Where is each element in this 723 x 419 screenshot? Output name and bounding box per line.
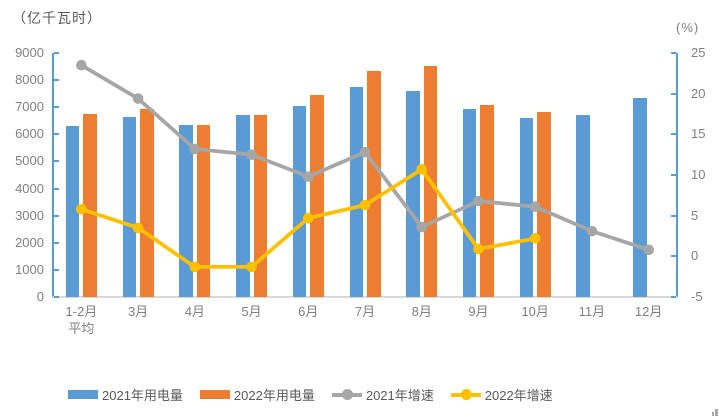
marker-2021年增速: [132, 93, 144, 104]
bar-2021年用电量-8月: [406, 90, 420, 297]
left-axis-unit-label: （亿千瓦时）: [12, 10, 102, 26]
legend-swatch-2021-line-icon: [331, 389, 362, 400]
legend-item-2022-growth: 2022年增速: [450, 385, 553, 404]
bar-2021年用电量-6月: [292, 106, 307, 297]
x-axis-line: [53, 296, 677, 298]
bar-2022年用电量-9月: [480, 104, 494, 297]
x-axis-label-6月: 6月: [298, 304, 319, 319]
bar-2022年用电量-4月: [196, 124, 211, 297]
x-axis-label-4月: 4月: [184, 304, 205, 319]
x-axis-label-10月: 10月: [521, 304, 549, 319]
legend-label: 2021年用电量: [102, 388, 183, 403]
x-axis-label-3月: 3月: [127, 304, 149, 319]
x-axis-label-12月: 12月: [634, 304, 663, 319]
bar-2022年用电量-1-2月平均: [83, 114, 97, 297]
x-axis-label-8月: 8月: [411, 304, 432, 319]
legend-label: 2021年增速: [365, 388, 434, 403]
bar-2022年用电量-8月: [423, 66, 438, 297]
legend-label: 2022年增速: [484, 388, 553, 403]
legend-swatch-2022-bar-icon: [199, 390, 230, 399]
bar-2021年用电量-1-2月平均: [65, 126, 80, 297]
legend: 2021年用电量 2022年用电量 2021年增速 2022年增速: [68, 385, 553, 404]
bar-2021年用电量-5月: [236, 114, 250, 297]
x-axis-label-11月: 11月: [578, 304, 606, 319]
bar-2021年用电量-4月: [179, 124, 193, 297]
right-axis-unit-label: (%): [676, 20, 700, 35]
x-axis-label-7月: 7月: [354, 304, 376, 319]
bar-2022年用电量-10月: [537, 111, 551, 297]
bar-2022年用电量-5月: [253, 114, 268, 297]
bar-2021年用电量-10月: [519, 117, 534, 297]
bar-2021年用电量-11月: [576, 114, 590, 297]
legend-swatch-2022-line-icon: [450, 389, 481, 400]
bar-2021年用电量-12月: [633, 97, 647, 297]
legend-item-2021-consumption: 2021年用电量: [68, 385, 183, 404]
bar-2022年用电量-6月: [310, 94, 324, 297]
legend-item-2021-growth: 2021年增速: [331, 385, 434, 404]
legend-label: 2022年用电量: [233, 388, 315, 403]
bar-2022年用电量-7月: [367, 71, 381, 297]
corner-artifact-icon: [712, 409, 720, 416]
x-axis-label-9月: 9月: [468, 304, 489, 319]
legend-swatch-2021-bar-icon: [68, 390, 98, 399]
x-axis-label-1-2月平均: 1-2月 平均: [65, 304, 98, 336]
bar-2021年用电量-7月: [349, 86, 363, 297]
bar-2022年用电量-3月: [140, 108, 154, 297]
bar-2021年用电量-3月: [122, 117, 137, 297]
right-y-axis-line: [676, 53, 678, 297]
legend-item-2022-consumption: 2022年用电量: [199, 385, 315, 404]
left-y-axis-line: [52, 53, 54, 297]
bar-2021年用电量-9月: [462, 108, 477, 297]
line-2021年增速: [80, 63, 650, 252]
marker-2021年增速: [76, 59, 87, 71]
x-axis-label-5月: 5月: [241, 304, 262, 319]
